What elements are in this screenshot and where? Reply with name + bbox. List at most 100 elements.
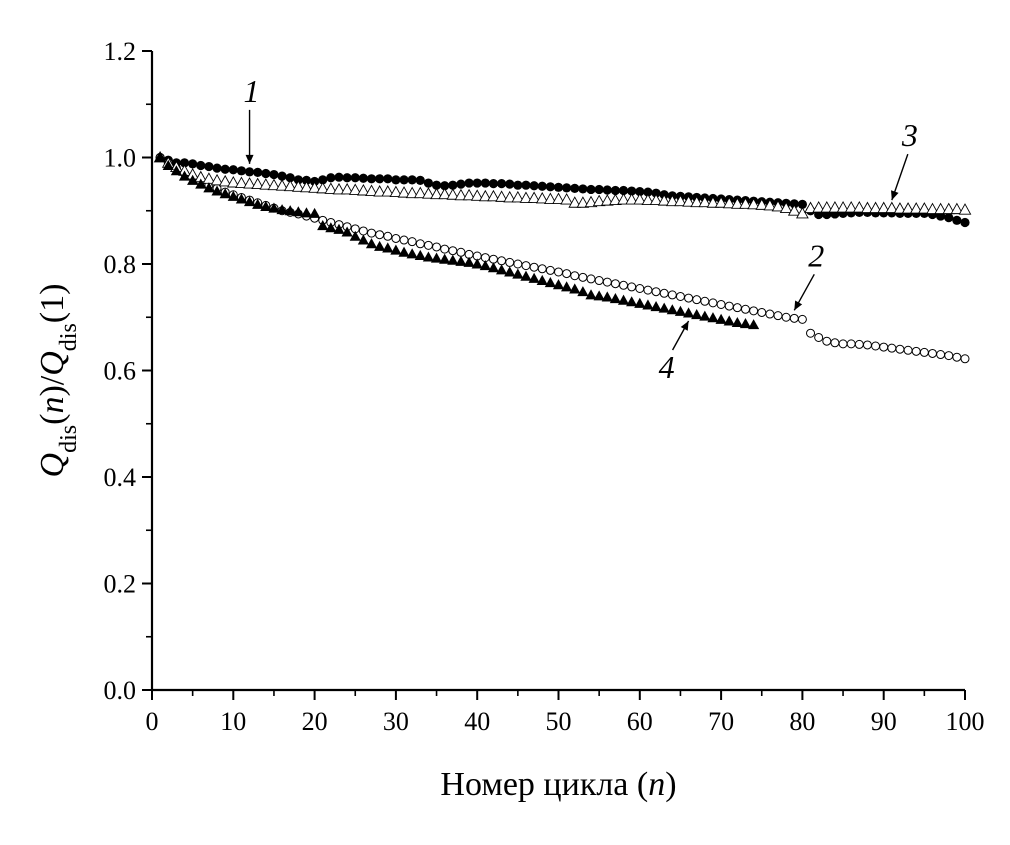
data-point	[789, 199, 799, 209]
y-tick-label: 0.4	[104, 463, 137, 492]
data-point	[944, 213, 954, 223]
data-point	[609, 293, 622, 304]
axes: 0 10 20 30 40 50 60 70 80 90 100 0.0 0.2 0.4 0.6 0.8 1.0…	[34, 37, 985, 803]
data-point	[561, 281, 573, 292]
data-point	[879, 342, 889, 352]
data-point	[722, 196, 736, 209]
data-point	[235, 193, 248, 204]
data-point	[731, 316, 743, 328]
data-point	[196, 160, 206, 171]
data-point	[497, 256, 507, 266]
data-point	[578, 272, 588, 282]
data-point	[462, 188, 476, 201]
data-point	[309, 207, 321, 218]
data-point	[260, 200, 272, 211]
data-point	[382, 242, 394, 253]
data-point	[610, 185, 621, 196]
data-point	[334, 172, 344, 182]
data-point	[300, 180, 313, 193]
data-point	[950, 202, 964, 215]
data-point	[536, 274, 548, 285]
data-point	[609, 193, 622, 206]
data-point	[633, 193, 647, 205]
data-point	[820, 201, 834, 213]
data-point	[326, 173, 336, 183]
data-point	[869, 201, 882, 214]
data-point	[187, 174, 199, 185]
data-point	[367, 228, 377, 238]
data-point	[822, 336, 832, 346]
data-point	[204, 161, 214, 172]
data-point	[852, 201, 866, 213]
data-point	[944, 351, 954, 361]
data-point	[748, 319, 760, 330]
data-point	[455, 255, 467, 266]
data-point	[407, 237, 417, 247]
data-point	[316, 181, 330, 194]
curve-label-2: 2	[808, 237, 824, 273]
data-point	[690, 195, 704, 208]
data-point	[513, 259, 523, 269]
data-point	[917, 202, 931, 214]
y-axis-title-part: n	[34, 397, 71, 414]
data-point	[454, 188, 468, 201]
x-tick-label: 60	[627, 707, 653, 736]
data-point	[496, 178, 507, 189]
data-point	[300, 207, 313, 218]
data-point	[413, 186, 427, 199]
data-point	[755, 198, 769, 210]
data-point	[178, 170, 191, 181]
data-point	[423, 178, 434, 188]
data-point	[836, 201, 850, 213]
data-point	[397, 186, 411, 198]
data-point	[244, 167, 255, 177]
data-point	[675, 291, 685, 301]
data-point	[154, 151, 166, 162]
data-point	[521, 180, 531, 190]
data-point	[399, 175, 409, 185]
data-point	[456, 179, 466, 189]
data-point	[373, 185, 387, 197]
data-point	[651, 287, 661, 297]
data-point	[267, 178, 281, 191]
data-point	[619, 280, 629, 290]
data-point	[350, 173, 360, 183]
data-point	[787, 204, 801, 216]
annotation-arrow-head	[680, 320, 689, 331]
data-point	[487, 262, 500, 273]
x-tick-label: 100	[946, 707, 985, 736]
data-point	[715, 313, 727, 324]
data-point	[170, 165, 182, 176]
data-point	[544, 192, 557, 204]
data-point	[952, 215, 962, 225]
y-tick-label: 0.8	[104, 250, 137, 279]
data-point	[952, 352, 962, 362]
data-point	[439, 253, 451, 264]
data-point	[789, 313, 799, 323]
data-point	[179, 158, 190, 168]
data-point	[195, 178, 207, 189]
series-4	[154, 151, 760, 330]
data-point	[375, 230, 385, 240]
data-point	[464, 178, 474, 188]
data-point	[903, 345, 913, 355]
data-point	[268, 202, 280, 213]
data-point	[253, 167, 263, 178]
data-point	[521, 261, 531, 271]
data-point	[366, 174, 377, 184]
data-point	[512, 268, 524, 279]
data-point	[635, 283, 645, 293]
data-point	[643, 187, 653, 197]
data-point	[773, 311, 783, 321]
data-point	[447, 254, 459, 265]
data-point	[422, 251, 435, 262]
data-point	[488, 178, 499, 189]
data-point	[383, 174, 393, 184]
data-point	[960, 217, 970, 228]
data-point	[627, 282, 637, 292]
annotation-arrow-head	[794, 300, 803, 311]
data-point	[422, 187, 435, 199]
data-point	[251, 177, 265, 190]
data-point	[487, 189, 500, 202]
